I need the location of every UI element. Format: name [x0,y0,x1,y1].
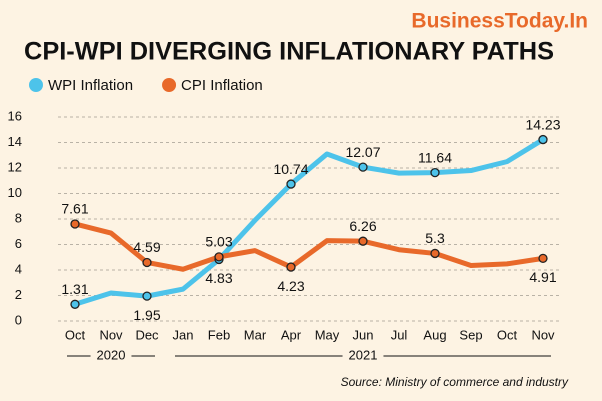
y-tick-label: 12 [8,159,22,174]
data-label: 4.91 [529,269,556,285]
point-marker [214,252,224,262]
x-tick-label: Nov [99,327,123,342]
x-tick-label: Oct [65,327,86,342]
x-tick-label: Dec [135,327,159,342]
data-label: 6.26 [349,218,376,234]
x-tick-label: Jul [391,327,408,342]
x-tick-label: Aug [423,327,446,342]
y-tick-label: 8 [15,210,22,225]
data-label: 12.07 [345,144,380,160]
legend-label: CPI Inflation [181,77,263,94]
point-marker [70,299,80,309]
x-tick-label: Oct [497,327,518,342]
chart-title: CPI-WPI DIVERGING INFLATIONARY PATHS [24,38,554,66]
series-line [74,221,544,272]
year-label: 2021 [349,347,378,362]
point-marker [70,219,80,229]
data-label: 4.83 [205,270,232,286]
y-tick-label: 10 [8,185,22,200]
point-marker [358,236,368,246]
legend-marker [162,78,177,92]
data-label: 1.31 [61,281,88,297]
year-label: 2020 [97,347,126,362]
data-label: 7.61 [61,201,88,217]
x-tick-label: Apr [281,327,302,342]
point-marker [358,162,368,172]
x-tick-label: Mar [244,327,267,342]
point-marker [286,179,296,189]
brand: BusinessToday.In [411,10,588,33]
point-marker [142,291,152,301]
data-label: 4.59 [133,239,160,255]
y-tick-label: 6 [15,236,22,251]
point-marker [430,167,440,178]
x-tick-label: Jan [173,327,194,342]
data-label: 14.23 [525,116,560,132]
y-tick-label: 2 [15,287,22,302]
x-tick-label: Feb [208,327,230,342]
point-marker [142,257,152,268]
data-label: 1.95 [133,307,160,323]
legend-label: WPI Inflation [48,77,133,94]
x-tick-label: Nov [531,327,555,342]
data-label: 10.74 [273,161,308,177]
point-marker [538,134,548,145]
x-tick-label: May [315,327,340,342]
point-marker [430,248,440,259]
point-marker [286,262,296,272]
data-label: 5.3 [425,230,445,246]
legend-marker [29,78,43,92]
data-label: 11.64 [418,149,452,165]
y-tick-label: 0 [15,312,22,327]
data-label: 5.03 [205,234,232,250]
y-tick-label: 16 [8,108,22,123]
x-tick-label: Jun [353,327,374,342]
point-marker [538,253,548,264]
source: Source: Ministry of commerce and industr… [341,375,569,389]
data-label: 4.23 [277,278,304,294]
y-tick-label: 14 [8,134,22,149]
x-tick-label: Sep [459,327,482,342]
y-tick-label: 4 [15,261,22,276]
series-line [74,137,545,307]
